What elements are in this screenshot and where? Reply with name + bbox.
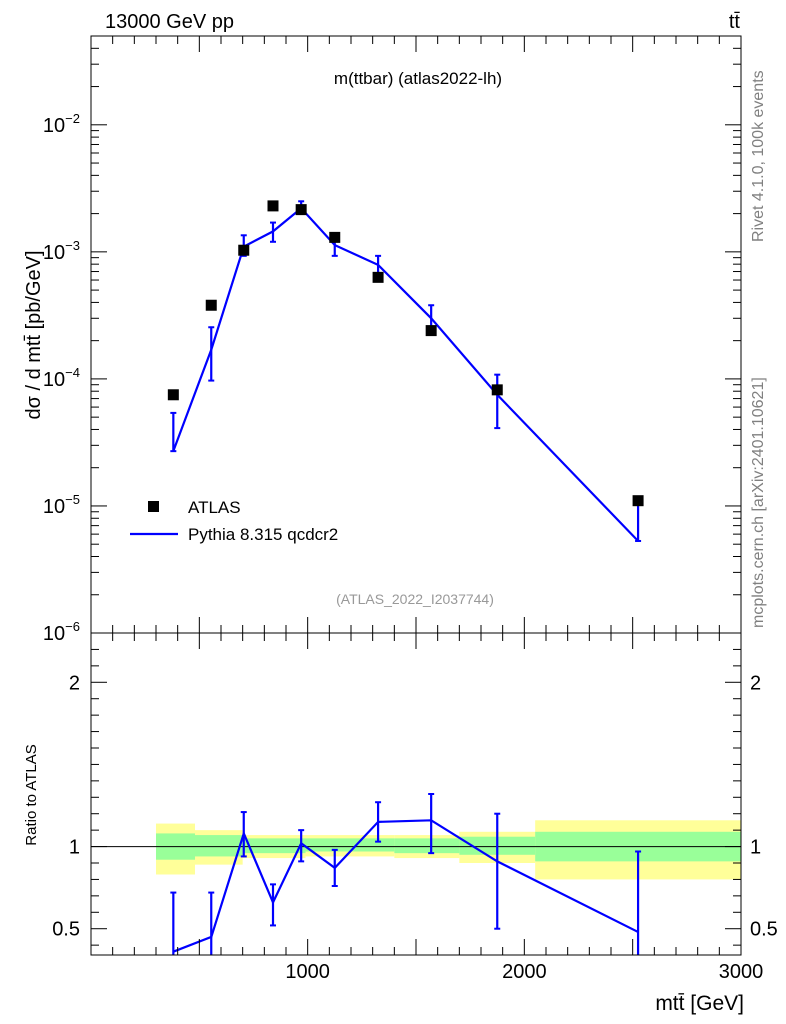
pythia-error-bar	[270, 221, 276, 243]
ratio-y-tick-label-left: 0.5	[52, 919, 80, 941]
x-tick-label: 2000	[502, 961, 547, 983]
ratio-plot-content	[91, 793, 741, 955]
ratio-inner-band	[242, 838, 306, 854]
atlas-data-point	[167, 389, 179, 401]
main-y-tick-label: 10−3	[43, 238, 80, 264]
main-y-tick-label: 10−6	[43, 619, 80, 645]
legend-atlas-label: ATLAS	[188, 498, 241, 517]
pythia-line	[172, 206, 639, 542]
ratio-y-tick-label-right: 1	[750, 837, 761, 859]
atlas-data-point	[425, 325, 437, 337]
ratio-y-tick-label-right: 0.5	[750, 919, 778, 941]
x-tick-label: 3000	[719, 961, 764, 983]
ratio-error-bar	[170, 891, 177, 955]
ratio-series	[170, 793, 642, 955]
ratio-inner-band	[394, 838, 460, 854]
pythia-error-bar	[170, 411, 177, 453]
atlas-data-point	[329, 231, 341, 243]
legend-pythia-label: Pythia 8.315 qcdcr2	[188, 525, 338, 544]
ratio-inner-band	[305, 838, 395, 852]
x-axis-label: mtt̄ [GeV]	[655, 992, 744, 1015]
legend: ATLAS Pythia 8.315 qcdcr2	[130, 498, 338, 544]
analysis-watermark: (ATLAS_2022_I2037744)	[336, 591, 494, 607]
legend-atlas-marker	[148, 501, 159, 512]
pythia-error-bar	[494, 373, 501, 430]
ratio-error-bar	[270, 883, 276, 927]
ratio-y-tick-label-right: 2	[750, 672, 761, 694]
main-y-tick-label: 10−5	[43, 492, 80, 518]
ratio-error-bar	[208, 891, 215, 955]
atlas-data-point	[267, 200, 279, 212]
ratio-line	[172, 819, 639, 953]
ratio-panel: 0.5 0.5 1 1 2 2 1000 2000 3000 Ratio to ATLAS mt…	[23, 632, 778, 1015]
ratio-error-bar	[428, 793, 435, 855]
plot-title: m(ttbar) (atlas2022-lh)	[334, 69, 502, 88]
rivet-version-label: Rivet 4.1.0, 100k events	[750, 70, 767, 242]
atlas-data-point	[372, 271, 384, 283]
process-label: tt̄	[729, 11, 741, 33]
ratio-y-tick-label-left: 2	[69, 672, 80, 694]
ratio-error-bar	[331, 848, 338, 887]
ratio-error-bar	[375, 801, 382, 843]
ratio-inner-band	[195, 835, 243, 857]
atlas-data-point	[205, 299, 217, 311]
atlas-data-point	[238, 244, 250, 256]
main-panel: 10−6 10−5 10−4 10−3 10−2 m(ttbar) (atlas2022…	[23, 35, 742, 645]
atlas-data-point	[632, 495, 644, 507]
pythia-error-bar	[635, 502, 642, 542]
pythia-error-bar	[208, 326, 215, 382]
ratio-error-bar	[635, 850, 642, 955]
atlas-data-point	[491, 384, 503, 396]
ratio-y-axis-label: Ratio to ATLAS	[23, 744, 40, 845]
ratio-frame	[90, 632, 742, 956]
main-y-tick-label: 10−2	[43, 111, 80, 137]
main-y-tick-label: 10−4	[43, 365, 80, 391]
ratio-error-bar	[240, 811, 247, 858]
mcplots-label: mcplots.cern.ch [arXiv:2401.10621]	[750, 377, 767, 628]
ratio-axis-ticks: 0.5 0.5 1 1 2 2 1000 2000 3000	[52, 633, 778, 983]
main-axis-ticks: 10−6 10−5 10−4 10−3 10−2	[43, 35, 742, 645]
x-tick-label: 1000	[285, 961, 330, 983]
main-plot-content	[167, 200, 644, 542]
energy-label: 13000 GeV pp	[105, 11, 234, 33]
ratio-error-bar	[494, 812, 501, 930]
atlas-data-point	[295, 204, 307, 216]
main-y-axis-label: dσ / d mtt̄ [pb/GeV]	[23, 250, 45, 419]
ratio-error-bar	[298, 829, 305, 863]
ratio-y-tick-label-left: 1	[69, 837, 80, 859]
